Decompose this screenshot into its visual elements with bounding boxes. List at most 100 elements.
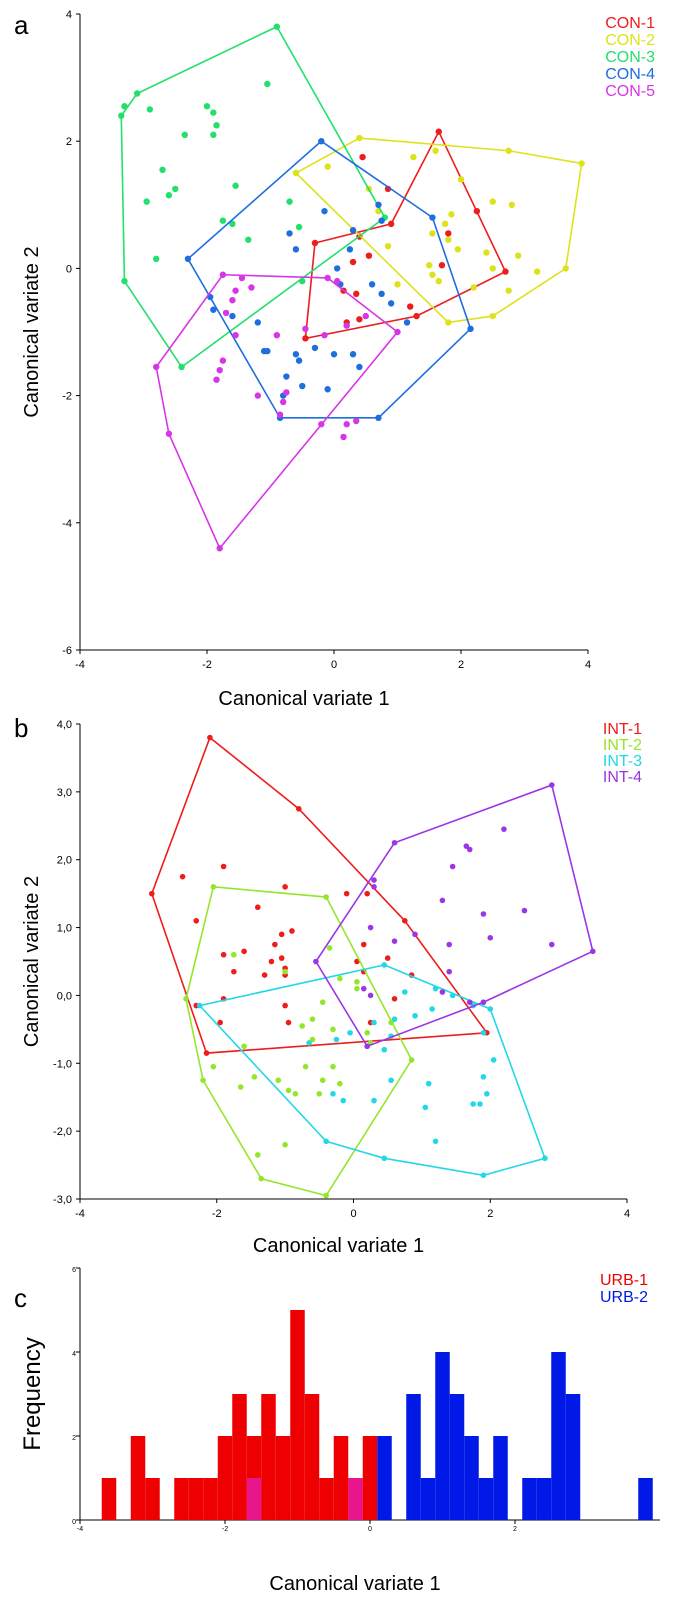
point-int-3 [381, 1046, 388, 1053]
x-tick-label: 4 [585, 659, 591, 671]
point-int-3 [477, 1101, 483, 1107]
bar-urb-2 [478, 1478, 494, 1520]
point-int-1 [278, 931, 285, 938]
point-int-1 [360, 941, 367, 948]
point-int-3 [401, 989, 408, 995]
point-int-3 [487, 1006, 494, 1012]
point-int-4 [463, 843, 470, 849]
point-con-5 [213, 376, 220, 383]
point-int-4 [371, 877, 377, 883]
point-con-3 [213, 122, 220, 129]
bar-urb-1 [188, 1478, 204, 1520]
point-con-4 [375, 201, 382, 208]
point-con-3 [264, 80, 271, 88]
point-int-2 [282, 1141, 288, 1148]
point-con-5 [216, 366, 223, 374]
bar-urb-2 [449, 1394, 465, 1520]
y-tick-label: -4 [62, 518, 72, 530]
point-int-4 [449, 863, 456, 870]
point-int-3 [371, 1097, 377, 1104]
legend-entry: INT-2 [603, 737, 642, 754]
legend-entry: CON-1 [605, 15, 655, 32]
point-int-4 [391, 839, 398, 846]
point-con-1 [349, 258, 357, 266]
point-int-1 [217, 1019, 223, 1026]
point-int-2 [408, 1057, 415, 1063]
point-con-5 [333, 277, 341, 285]
point-int-2 [388, 1019, 394, 1026]
legend-entry: INT-1 [603, 721, 642, 738]
point-int-2 [354, 985, 360, 992]
point-int-2 [337, 975, 343, 982]
point-con-2 [489, 198, 496, 205]
point-con-2 [410, 153, 417, 161]
point-con-2 [578, 160, 585, 167]
point-con-2 [489, 265, 496, 272]
point-con-5 [343, 421, 350, 428]
point-con-4 [403, 319, 411, 326]
point-con-5 [302, 325, 309, 333]
point-int-4 [360, 985, 367, 992]
point-con-3 [165, 192, 173, 199]
point-con-1 [311, 239, 319, 247]
bar-urb-2 [565, 1394, 581, 1520]
point-int-1 [364, 890, 370, 897]
point-con-1 [407, 303, 414, 310]
point-int-3 [449, 992, 456, 999]
point-con-1 [302, 335, 309, 342]
x-tick-label: 0 [368, 1526, 372, 1533]
point-int-2 [323, 894, 329, 900]
x-tick-label: -2 [222, 1526, 228, 1533]
point-con-4 [264, 347, 271, 355]
bar-urb-1 [101, 1478, 117, 1520]
point-con-4 [229, 312, 236, 320]
bar-urb-1 [261, 1394, 276, 1520]
bar-urb-2 [464, 1436, 479, 1520]
legend-entry: CON-2 [605, 32, 655, 49]
bar-urb-1 [275, 1436, 291, 1520]
y-tick-label: 0 [66, 263, 72, 275]
point-con-4 [321, 207, 328, 215]
histogram-panel-c: -4 -2 0 2 6 4 2 0 Canonical variate 1 Frequency UR… [19, 1267, 660, 1595]
point-int-1 [203, 1050, 210, 1056]
y-tick-label: 1,0 [57, 923, 72, 935]
x-tick-label: -2 [202, 659, 212, 671]
point-con-4 [295, 357, 303, 364]
point-int-3 [347, 1029, 353, 1036]
bar-urb-2 [435, 1352, 450, 1520]
point-con-1 [502, 268, 509, 275]
point-con-5 [222, 309, 230, 317]
point-int-3 [412, 1012, 418, 1019]
point-con-1 [359, 153, 366, 161]
point-con-5 [232, 331, 239, 339]
bar-urb-2 [551, 1352, 566, 1520]
point-int-3 [388, 1077, 394, 1084]
point-con-3 [245, 236, 252, 243]
point-int-3 [470, 1101, 476, 1107]
point-con-4 [292, 246, 300, 253]
point-int-2 [326, 945, 333, 951]
point-int-1 [272, 941, 278, 948]
bar-urb-2 [420, 1478, 436, 1520]
y-tick-label: -2,0 [53, 1126, 72, 1138]
point-int-3 [422, 1104, 429, 1111]
point-int-1 [285, 1019, 292, 1026]
point-con-4 [356, 363, 363, 371]
bar-urb-2 [377, 1436, 392, 1520]
x-tick-label: -4 [75, 1208, 85, 1220]
y-tick-label: 3,0 [57, 787, 72, 799]
hull-int-4 [314, 784, 594, 1048]
point-int-4 [466, 999, 473, 1006]
point-con-1 [445, 230, 452, 237]
point-int-1 [220, 863, 227, 870]
point-con-2 [489, 312, 496, 320]
point-con-5 [238, 274, 246, 282]
point-con-4 [311, 344, 319, 352]
point-con-5 [362, 312, 369, 320]
point-con-2 [356, 134, 363, 142]
y-tick-label: 4 [66, 9, 72, 21]
point-con-2 [483, 249, 490, 256]
point-int-4 [439, 897, 446, 904]
